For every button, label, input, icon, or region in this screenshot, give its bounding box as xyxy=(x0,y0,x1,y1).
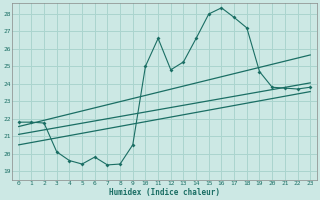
X-axis label: Humidex (Indice chaleur): Humidex (Indice chaleur) xyxy=(109,188,220,197)
